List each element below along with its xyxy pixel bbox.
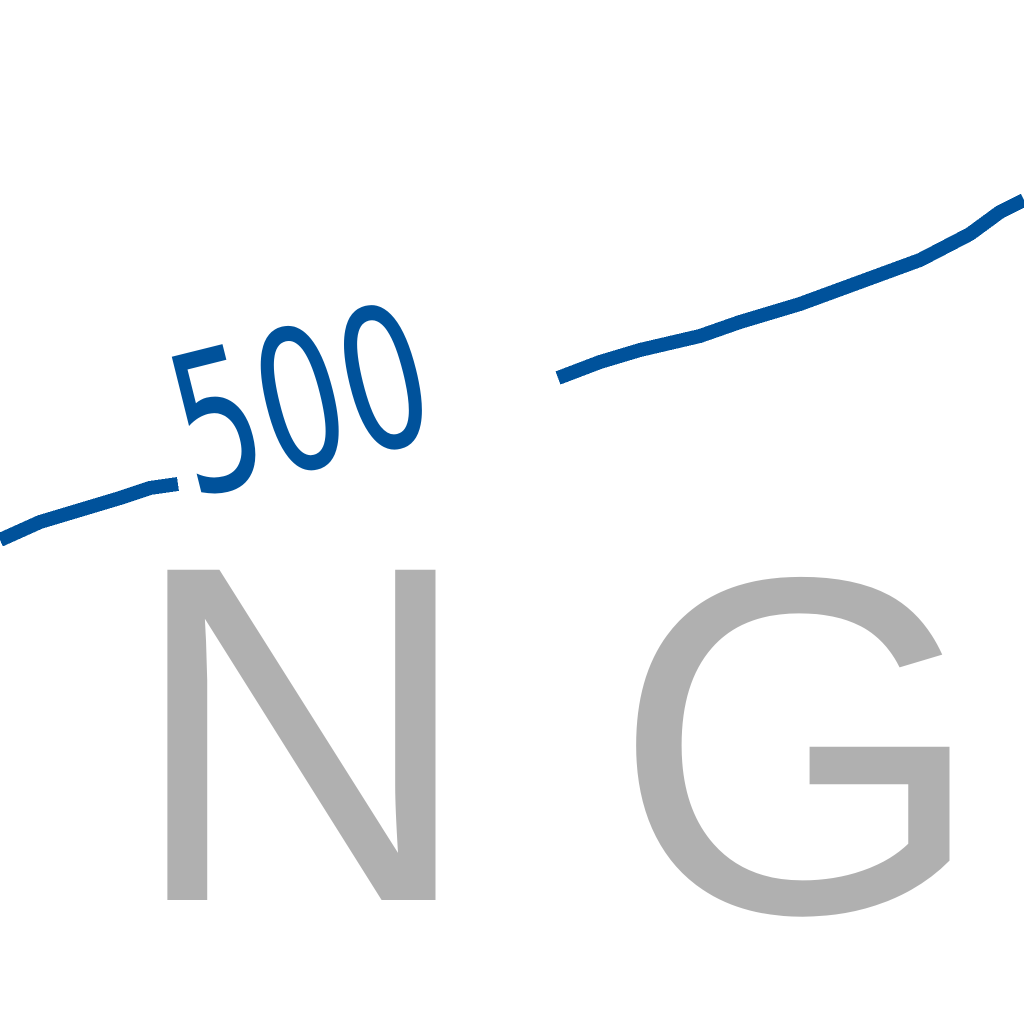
area-label-letter-g: G <box>612 477 985 1014</box>
contour-line-segment-left <box>0 477 179 547</box>
area-label-letter-n: N <box>128 465 475 1002</box>
contour-line-segment-right <box>555 193 1024 385</box>
